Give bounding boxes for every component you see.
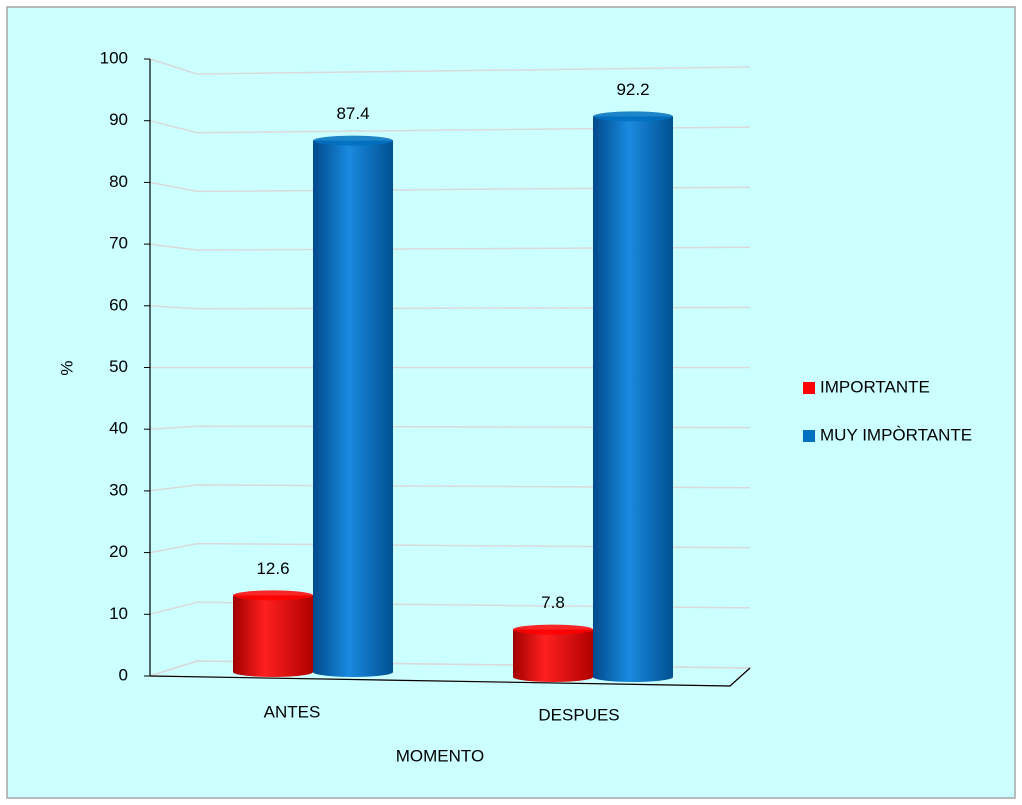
x-tick-label: ANTES xyxy=(264,702,321,721)
grid-line xyxy=(149,484,751,492)
bar xyxy=(593,116,673,677)
y-tick-label: 10 xyxy=(109,604,128,623)
x-tick-label: DESPUES xyxy=(538,705,619,724)
bar-base xyxy=(313,667,393,677)
y-tick-label: 30 xyxy=(109,480,128,499)
bar xyxy=(513,629,593,677)
legend-swatch xyxy=(803,382,815,394)
bar-top xyxy=(513,624,593,635)
x-axis-title: MOMENTO xyxy=(396,746,484,765)
grid-line xyxy=(149,305,751,310)
data-label: 92.2 xyxy=(616,80,649,99)
data-label: 7.8 xyxy=(541,593,565,612)
legend-label: IMPORTANTE xyxy=(820,377,930,396)
grid-line xyxy=(149,181,751,193)
bar-base xyxy=(593,672,673,682)
data-label: 87.4 xyxy=(336,104,369,123)
bar xyxy=(313,140,393,672)
grid-line xyxy=(149,243,751,251)
y-tick-label: 50 xyxy=(109,357,128,376)
grid-line xyxy=(149,425,751,430)
y-tick-label: 40 xyxy=(109,419,128,438)
x-axis xyxy=(149,667,751,687)
y-tick-label: 0 xyxy=(119,665,128,684)
y-tick-label: 70 xyxy=(109,234,128,253)
grid-line xyxy=(149,542,751,554)
grid-line xyxy=(149,119,751,134)
bar xyxy=(233,595,313,672)
y-tick-label: 60 xyxy=(109,295,128,314)
y-tick-label: 80 xyxy=(109,172,128,191)
bar-base xyxy=(513,672,593,682)
y-axis-title: % xyxy=(57,360,76,375)
bar-top xyxy=(233,590,313,601)
bar-top xyxy=(593,111,673,122)
legend-label: MUY IMPÒRTANTE xyxy=(820,425,972,444)
y-tick-label: 100 xyxy=(100,48,128,67)
bar-base xyxy=(233,667,313,677)
chart-background xyxy=(6,6,1016,799)
legend-swatch xyxy=(803,430,815,442)
y-tick-label: 20 xyxy=(109,542,128,561)
data-label: 12.6 xyxy=(256,559,289,578)
grid-line xyxy=(149,58,751,75)
y-tick-label: 90 xyxy=(109,110,128,129)
grid-line xyxy=(149,601,751,616)
bar-top xyxy=(313,135,393,146)
